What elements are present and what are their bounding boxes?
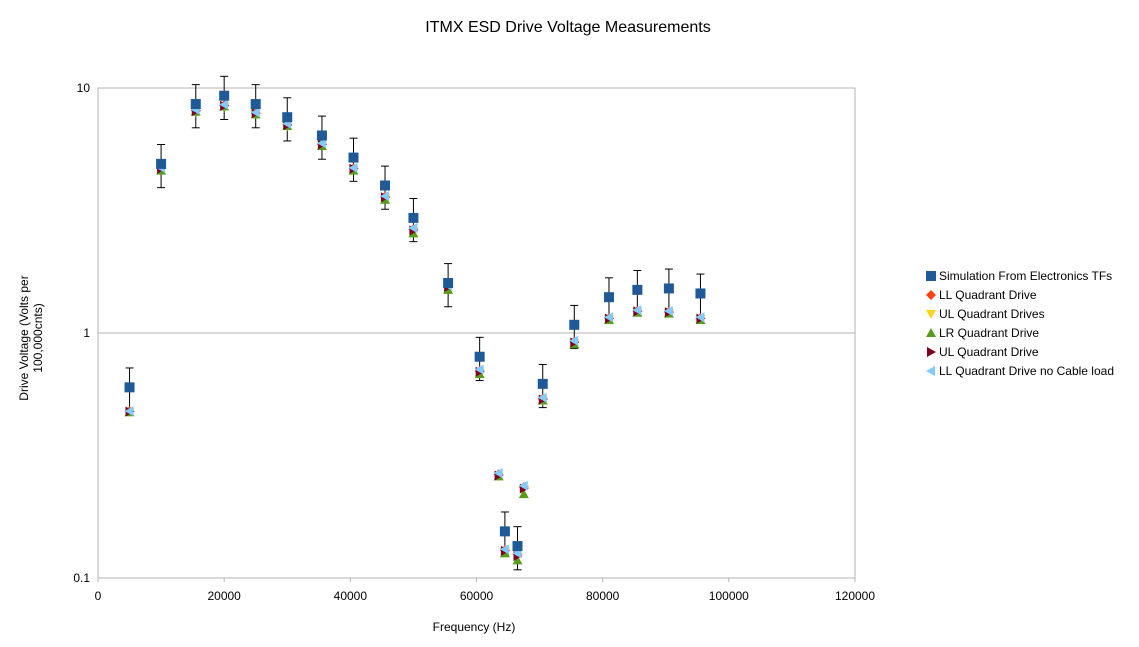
x-axis-label: Frequency (Hz) <box>433 620 516 634</box>
data-point <box>512 555 523 565</box>
data-point <box>316 130 327 141</box>
legend-item: LL Quadrant Drive no Cable load <box>926 364 1114 378</box>
x-tick-label: 0 <box>95 589 102 603</box>
data-point <box>124 382 135 393</box>
data-point <box>408 212 419 223</box>
y-tick-label: 0.1 <box>73 571 90 585</box>
data-point <box>250 107 260 118</box>
data-point <box>499 544 509 555</box>
plot-area: 0.1 1 10 0 20000 40000 60000 80000 100000 120000 <box>73 75 875 603</box>
data-point <box>632 284 643 295</box>
legend-label: UL Quadrant Drives <box>939 307 1045 321</box>
legend: Simulation From Electronics TFs LL Quadra… <box>926 269 1114 378</box>
data-point <box>316 138 326 149</box>
data-point <box>695 288 706 299</box>
data-point <box>537 378 548 389</box>
data-point <box>219 90 230 101</box>
data-point <box>408 223 418 234</box>
legend-label: Simulation From Electronics TFs <box>939 269 1112 283</box>
data-point <box>518 480 528 491</box>
data-point <box>348 152 359 163</box>
data-point <box>474 351 485 362</box>
legend-item: UL Quadrant Drive <box>927 345 1039 359</box>
legend-marker <box>926 328 936 337</box>
x-tick-label: 40000 <box>334 589 368 603</box>
legend-marker <box>926 290 936 300</box>
y-tick-label: 10 <box>77 81 91 95</box>
data-point <box>569 335 579 346</box>
x-tick-label: 120000 <box>835 589 875 603</box>
data-point <box>499 526 510 537</box>
legend-label: UL Quadrant Drive <box>939 345 1039 359</box>
legend-label: LL Quadrant Drive no Cable load <box>939 364 1114 378</box>
x-tick-label: 60000 <box>460 589 494 603</box>
y-axis-label: Drive Voltage (Volts per 100,000cnts) <box>17 275 45 400</box>
chart-title: ITMX ESD Drive Voltage Measurements <box>425 19 710 36</box>
legend-item: Simulation From Electronics TFs <box>926 269 1112 283</box>
x-tick-label: 20000 <box>207 589 241 603</box>
legend-item: LR Quadrant Drive <box>926 326 1039 340</box>
legend-marker <box>926 271 936 281</box>
data-point <box>282 112 293 123</box>
data-point <box>663 283 674 294</box>
data-point <box>443 277 454 288</box>
x-tick-label: 100000 <box>709 589 749 603</box>
data-point <box>603 292 614 303</box>
legend-item: LL Quadrant Drive <box>926 288 1037 302</box>
data-point <box>537 392 547 403</box>
data-point <box>603 312 613 323</box>
y-axis-label-line-1: Drive Voltage (Volts per <box>17 275 31 400</box>
data-point <box>124 406 134 417</box>
data-point <box>156 158 167 169</box>
legend-label: LR Quadrant Drive <box>939 326 1039 340</box>
y-axis-ticks: 0.1 1 10 <box>73 81 90 585</box>
y-axis-label-line-2: 100,000cnts) <box>31 303 45 372</box>
data-point <box>569 319 580 330</box>
data-point <box>348 162 358 173</box>
data-point <box>695 312 705 323</box>
data-point <box>474 364 484 375</box>
data-point <box>518 489 529 499</box>
data-point <box>219 99 229 110</box>
y-tick-label: 1 <box>83 326 90 340</box>
legend-marker <box>926 366 935 376</box>
data-point <box>250 99 261 110</box>
series-simulation-from-electronics-tfs <box>124 90 706 552</box>
x-tick-label: 80000 <box>586 589 620 603</box>
data-point <box>663 305 673 316</box>
legend-marker <box>926 310 936 319</box>
x-axis-ticks: 0 20000 40000 60000 80000 100000 120000 <box>95 578 875 603</box>
data-markers <box>124 90 706 565</box>
data-point <box>380 191 390 202</box>
data-point <box>380 180 391 191</box>
data-point <box>512 541 523 552</box>
legend-label: LL Quadrant Drive <box>939 288 1037 302</box>
legend-item: UL Quadrant Drives <box>926 307 1045 321</box>
data-point <box>190 99 201 110</box>
legend-marker <box>927 347 936 357</box>
data-point <box>493 468 503 479</box>
data-point <box>632 305 642 316</box>
